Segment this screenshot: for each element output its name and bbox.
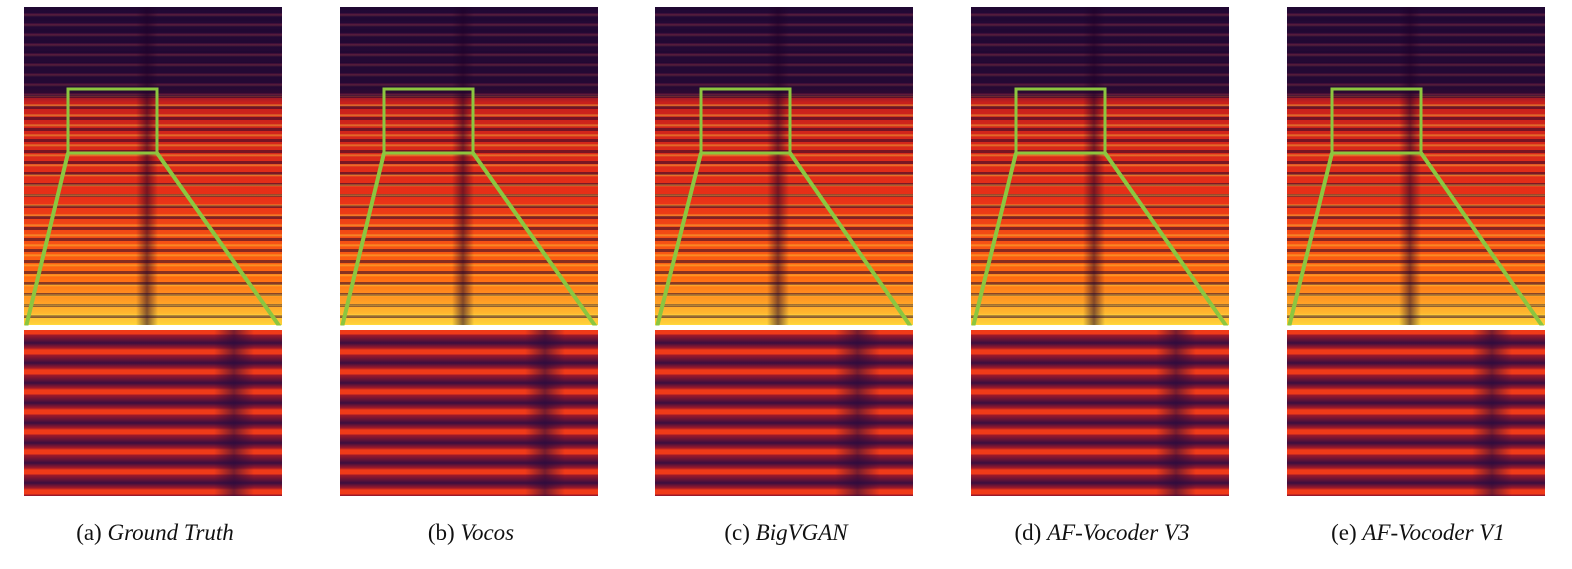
caption: (a) Ground Truth bbox=[24, 520, 286, 546]
panel-ground-truth: (a) Ground Truth bbox=[24, 0, 286, 569]
caption: (c) BigVGAN bbox=[655, 520, 917, 546]
spectrogram-full bbox=[1287, 7, 1545, 325]
caption-model: AF-Vocoder V1 bbox=[1362, 520, 1505, 545]
caption-prefix: (b) bbox=[427, 520, 455, 545]
spectrogram-zoom bbox=[24, 330, 282, 496]
caption-model: AF-Vocoder V3 bbox=[1047, 520, 1190, 545]
caption: (d) AF-Vocoder V3 bbox=[971, 520, 1233, 546]
spectrogram-zoom bbox=[971, 330, 1229, 496]
caption-prefix: (c) bbox=[724, 520, 750, 545]
panel-bigvgan: (c) BigVGAN bbox=[655, 0, 917, 569]
spectrogram-full bbox=[971, 7, 1229, 325]
caption: (b) Vocos bbox=[340, 520, 602, 546]
spectrogram-zoom bbox=[655, 330, 913, 496]
spectrogram-full bbox=[340, 7, 598, 325]
panel-af-vocoder-v3: (d) AF-Vocoder V3 bbox=[971, 0, 1233, 569]
caption-prefix: (d) bbox=[1014, 520, 1042, 545]
panel-af-vocoder-v1: (e) AF-Vocoder V1 bbox=[1287, 0, 1549, 569]
caption-prefix: (e) bbox=[1331, 520, 1357, 545]
caption-model: Ground Truth bbox=[107, 520, 234, 545]
caption: (e) AF-Vocoder V1 bbox=[1287, 520, 1549, 546]
spectrogram-full bbox=[24, 7, 282, 325]
caption-model: Vocos bbox=[460, 520, 515, 545]
caption-model: BigVGAN bbox=[755, 520, 848, 545]
caption-prefix: (a) bbox=[76, 520, 102, 545]
spectrogram-zoom bbox=[340, 330, 598, 496]
spectrogram-zoom bbox=[1287, 330, 1545, 496]
panel-vocos: (b) Vocos bbox=[340, 0, 602, 569]
spectrogram-full bbox=[655, 7, 913, 325]
